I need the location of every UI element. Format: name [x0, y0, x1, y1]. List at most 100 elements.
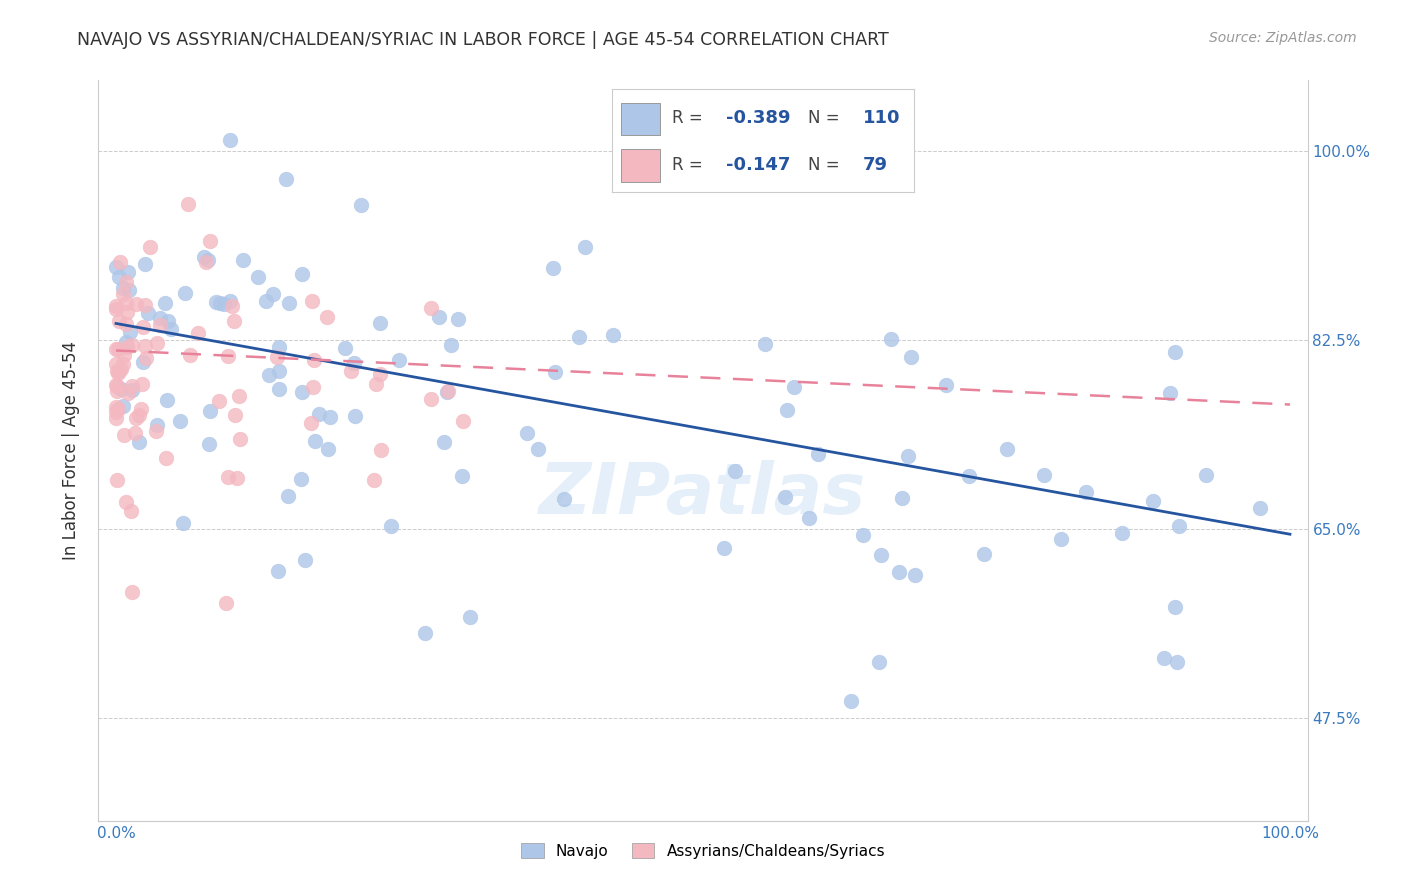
- Point: [247, 269, 270, 284]
- Point: [107, 364, 129, 378]
- Point: [553, 492, 575, 507]
- Point: [262, 287, 284, 301]
- Point: [427, 310, 450, 324]
- Point: [177, 196, 200, 211]
- Text: Source: ZipAtlas.com: Source: ZipAtlas.com: [1209, 31, 1357, 45]
- Point: [132, 319, 155, 334]
- Point: [115, 494, 138, 508]
- Point: [105, 401, 128, 415]
- Point: [526, 442, 548, 456]
- Point: [221, 300, 243, 314]
- Point: [135, 351, 157, 365]
- Point: [149, 318, 172, 333]
- Text: -0.147: -0.147: [727, 155, 790, 174]
- Point: [136, 306, 159, 320]
- Point: [319, 410, 342, 425]
- Point: [128, 435, 150, 450]
- Point: [105, 301, 128, 316]
- Point: [935, 377, 957, 392]
- Point: [121, 584, 143, 599]
- Point: [724, 464, 747, 478]
- Point: [254, 294, 277, 309]
- Point: [350, 198, 373, 212]
- Point: [217, 469, 239, 483]
- Point: [301, 293, 323, 308]
- Point: [217, 349, 239, 363]
- Point: [419, 301, 441, 316]
- Point: [839, 693, 862, 707]
- Point: [118, 283, 141, 297]
- Point: [128, 408, 150, 422]
- Point: [413, 626, 436, 640]
- Bar: [620, 103, 659, 136]
- Point: [1050, 532, 1073, 546]
- Point: [169, 415, 191, 429]
- Point: [198, 235, 221, 249]
- Point: [299, 416, 322, 430]
- Point: [574, 240, 596, 254]
- Point: [105, 342, 128, 356]
- Point: [107, 342, 129, 356]
- Point: [153, 296, 176, 310]
- Point: [315, 310, 337, 324]
- Point: [156, 392, 179, 407]
- Point: [1159, 385, 1181, 400]
- Point: [105, 410, 128, 425]
- Point: [120, 504, 142, 518]
- Point: [437, 384, 460, 398]
- Point: [451, 469, 474, 483]
- Point: [541, 261, 564, 276]
- Point: [368, 316, 391, 330]
- Point: [257, 368, 280, 382]
- Point: [110, 382, 132, 396]
- Point: [368, 368, 391, 382]
- Point: [145, 424, 167, 438]
- Point: [340, 364, 363, 378]
- Point: [388, 353, 411, 368]
- Point: [446, 312, 468, 326]
- Point: [343, 356, 366, 370]
- Point: [131, 377, 153, 392]
- Point: [155, 450, 177, 465]
- Point: [105, 364, 128, 378]
- Point: [232, 253, 254, 268]
- Point: [957, 468, 980, 483]
- Point: [115, 275, 138, 289]
- Point: [291, 385, 314, 400]
- Point: [1142, 494, 1164, 508]
- Point: [1166, 655, 1188, 669]
- Text: R =: R =: [672, 155, 709, 174]
- Point: [156, 314, 179, 328]
- Point: [807, 447, 830, 461]
- Point: [852, 528, 875, 542]
- Point: [302, 353, 325, 368]
- Point: [124, 426, 146, 441]
- Point: [304, 434, 326, 448]
- Point: [363, 473, 385, 487]
- Point: [107, 314, 129, 328]
- Point: [308, 407, 330, 421]
- Point: [1164, 345, 1187, 359]
- Point: [148, 311, 170, 326]
- Point: [198, 404, 221, 418]
- Point: [713, 541, 735, 555]
- Point: [380, 519, 402, 533]
- Point: [973, 547, 995, 561]
- Point: [1249, 500, 1271, 515]
- Point: [224, 409, 246, 423]
- Point: [121, 384, 143, 398]
- Point: [107, 269, 129, 284]
- Point: [107, 366, 129, 380]
- Point: [904, 568, 927, 582]
- Point: [266, 350, 288, 364]
- Point: [302, 379, 325, 393]
- Point: [276, 172, 298, 186]
- Point: [294, 553, 316, 567]
- Text: -0.389: -0.389: [727, 110, 792, 128]
- Point: [544, 365, 567, 379]
- Point: [995, 442, 1018, 456]
- Point: [117, 386, 139, 401]
- Point: [1153, 651, 1175, 665]
- Point: [267, 564, 290, 578]
- Text: ZIPatlas: ZIPatlas: [540, 460, 866, 529]
